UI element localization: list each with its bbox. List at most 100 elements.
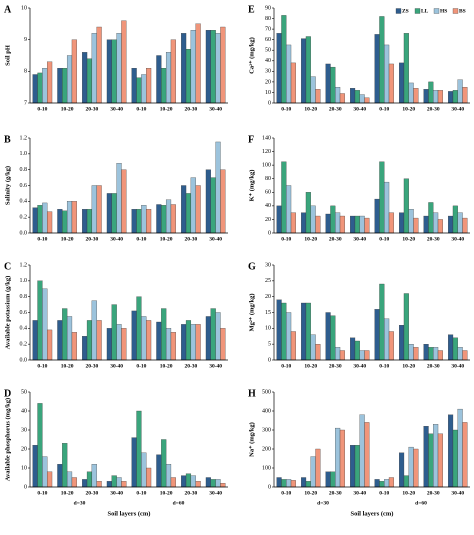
bar	[384, 181, 390, 234]
bar	[354, 90, 360, 104]
bar	[71, 39, 77, 104]
bar	[413, 217, 419, 234]
bar	[448, 334, 454, 361]
bar	[413, 347, 419, 361]
y-axis-label: Available phosphorus (mg/kg)	[4, 398, 11, 481]
bar	[281, 161, 287, 234]
bar	[374, 479, 380, 488]
bar	[433, 424, 439, 488]
bar	[457, 347, 463, 361]
bar	[220, 483, 226, 488]
x-tick-label: 10-20	[402, 363, 415, 369]
bar	[111, 304, 117, 361]
bar	[384, 318, 390, 361]
x-tick-label: 10-20	[304, 236, 317, 242]
bar	[325, 312, 331, 361]
bar	[403, 475, 409, 488]
x-tick-label: 20-30	[427, 106, 440, 112]
bar	[32, 74, 38, 104]
bar	[136, 77, 142, 104]
panel-label: A	[4, 4, 12, 15]
y-tick-label: 0.2	[20, 215, 28, 221]
x-tick-label: 0-10	[281, 106, 291, 112]
bar	[335, 347, 341, 361]
x-tick-label: 30-40	[353, 106, 366, 112]
bar	[185, 320, 192, 361]
y-tick-label: 40	[265, 203, 271, 209]
bar	[403, 33, 409, 104]
bar	[388, 63, 394, 104]
bar	[111, 193, 117, 234]
y-tick-label: 0.8	[20, 294, 28, 300]
x-tick-label: 10-20	[304, 106, 317, 112]
group-label: d=60	[415, 500, 427, 506]
x-tick-label: 30-40	[451, 490, 464, 496]
y-tick-label: 1.2	[20, 262, 28, 268]
bar	[37, 205, 43, 234]
bar	[301, 477, 307, 488]
bar	[91, 185, 97, 234]
x-axis-label: Soil layers (cm)	[108, 510, 151, 517]
bar	[379, 481, 385, 488]
bar	[379, 283, 385, 361]
bar	[82, 479, 88, 488]
bar	[276, 299, 282, 361]
bar	[37, 72, 43, 104]
bar	[121, 169, 127, 234]
x-axis-label: Soil layers (cm)	[351, 510, 394, 517]
bar	[399, 452, 405, 488]
bar	[146, 467, 152, 488]
y-tick-label: 1.2	[20, 135, 28, 141]
bar	[116, 163, 122, 234]
x-tick-label: 0-10	[379, 236, 389, 242]
bar	[290, 62, 296, 104]
bar	[47, 471, 53, 488]
panel-label: B	[4, 134, 11, 145]
x-tick-label: 20-30	[184, 490, 197, 496]
bar	[96, 26, 102, 104]
bar	[215, 479, 221, 488]
legend-label: LL	[421, 8, 429, 14]
legend-swatch	[414, 8, 421, 14]
bar	[205, 30, 211, 104]
bar	[195, 185, 201, 234]
bar	[57, 320, 63, 361]
x-tick-label: 30-40	[353, 363, 366, 369]
x-tick-label: 20-30	[85, 106, 98, 112]
bar	[315, 89, 321, 104]
bar	[433, 212, 439, 234]
bar	[428, 433, 434, 488]
x-tick-label: 20-30	[85, 490, 98, 496]
bar	[121, 481, 127, 488]
bar	[190, 324, 196, 361]
y-tick-label: 40	[21, 408, 27, 414]
bar	[156, 321, 162, 361]
bar	[276, 477, 282, 488]
panel-label: G	[248, 261, 256, 272]
bar	[62, 210, 68, 234]
x-tick-label: 0-10	[281, 490, 291, 496]
x-tick-label: 30-40	[451, 106, 464, 112]
bar	[399, 62, 405, 104]
bar	[374, 34, 380, 104]
bar	[32, 320, 38, 361]
bar	[146, 320, 152, 361]
x-tick-label: 10-20	[402, 106, 415, 112]
y-tick-label: 0	[268, 100, 271, 106]
y-tick-label: 10	[265, 90, 271, 96]
bar	[286, 185, 292, 234]
y-tick-label: 10	[21, 465, 27, 471]
y-tick-label: 400	[262, 408, 271, 414]
bar	[82, 336, 88, 361]
x-tick-label: 30-40	[451, 363, 464, 369]
bar	[408, 344, 414, 361]
y-axis-label: Mg²⁺ (mg/kg)	[248, 293, 255, 331]
bar	[408, 209, 414, 234]
bar	[462, 422, 468, 488]
bar	[42, 288, 48, 361]
bar	[437, 350, 443, 361]
bar	[42, 202, 48, 234]
bar	[57, 464, 63, 488]
bar	[364, 350, 370, 361]
